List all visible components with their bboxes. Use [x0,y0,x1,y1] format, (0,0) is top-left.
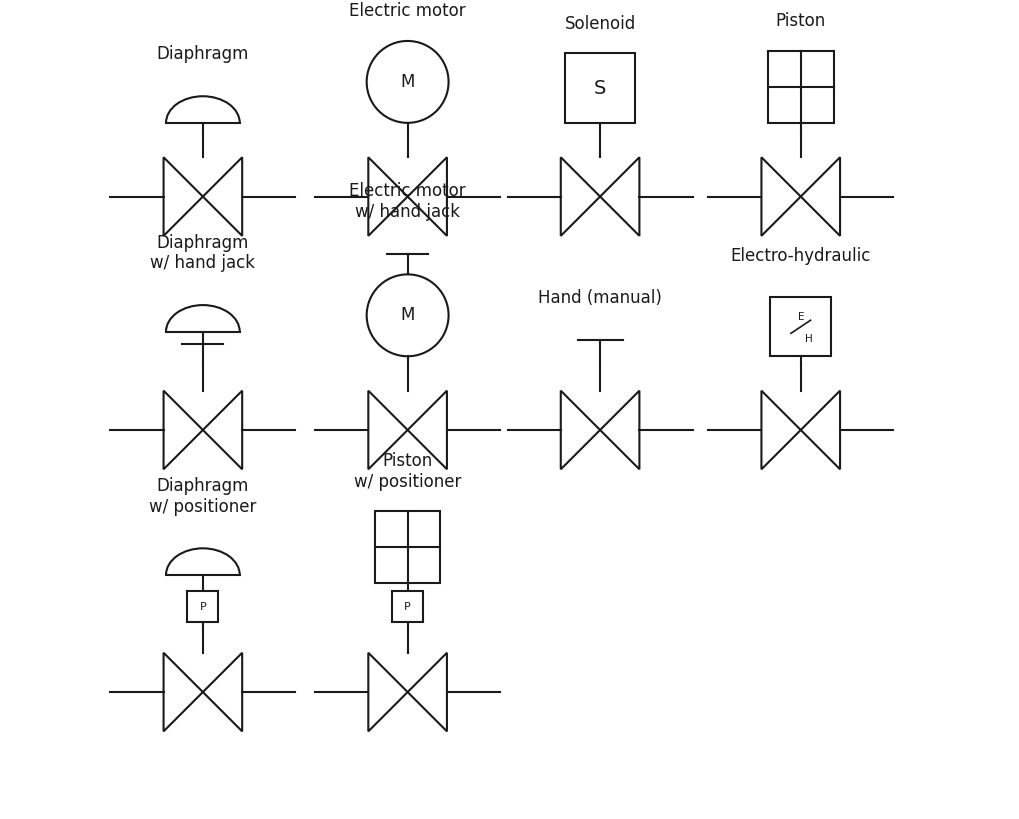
Bar [769,297,830,356]
Bar [767,51,833,123]
Text: Piston
w/ positioner: Piston w/ positioner [354,452,461,491]
Text: $\mathsf{H}$: $\mathsf{H}$ [803,332,812,344]
Bar [375,511,440,583]
Text: Diaphragm
w/ positioner: Diaphragm w/ positioner [149,477,257,516]
Text: Piston: Piston [774,12,825,30]
Text: Diaphragm: Diaphragm [157,46,249,64]
Text: P: P [200,602,206,612]
Text: Electric motor: Electric motor [348,2,466,20]
Text: Hand (manual): Hand (manual) [538,289,661,307]
Text: P: P [404,602,411,612]
Text: $\mathsf{E}$: $\mathsf{E}$ [796,310,804,322]
Bar [187,591,218,622]
Text: Solenoid: Solenoid [564,15,635,33]
Bar [391,591,423,622]
Text: Diaphragm
w/ hand jack: Diaphragm w/ hand jack [150,233,255,272]
Text: M: M [400,306,415,324]
Text: Electro-hydraulic: Electro-hydraulic [730,247,870,265]
Bar [565,53,634,123]
Text: Electric motor
w/ hand jack: Electric motor w/ hand jack [348,183,466,221]
Text: M: M [400,73,415,91]
Text: S: S [593,79,605,97]
